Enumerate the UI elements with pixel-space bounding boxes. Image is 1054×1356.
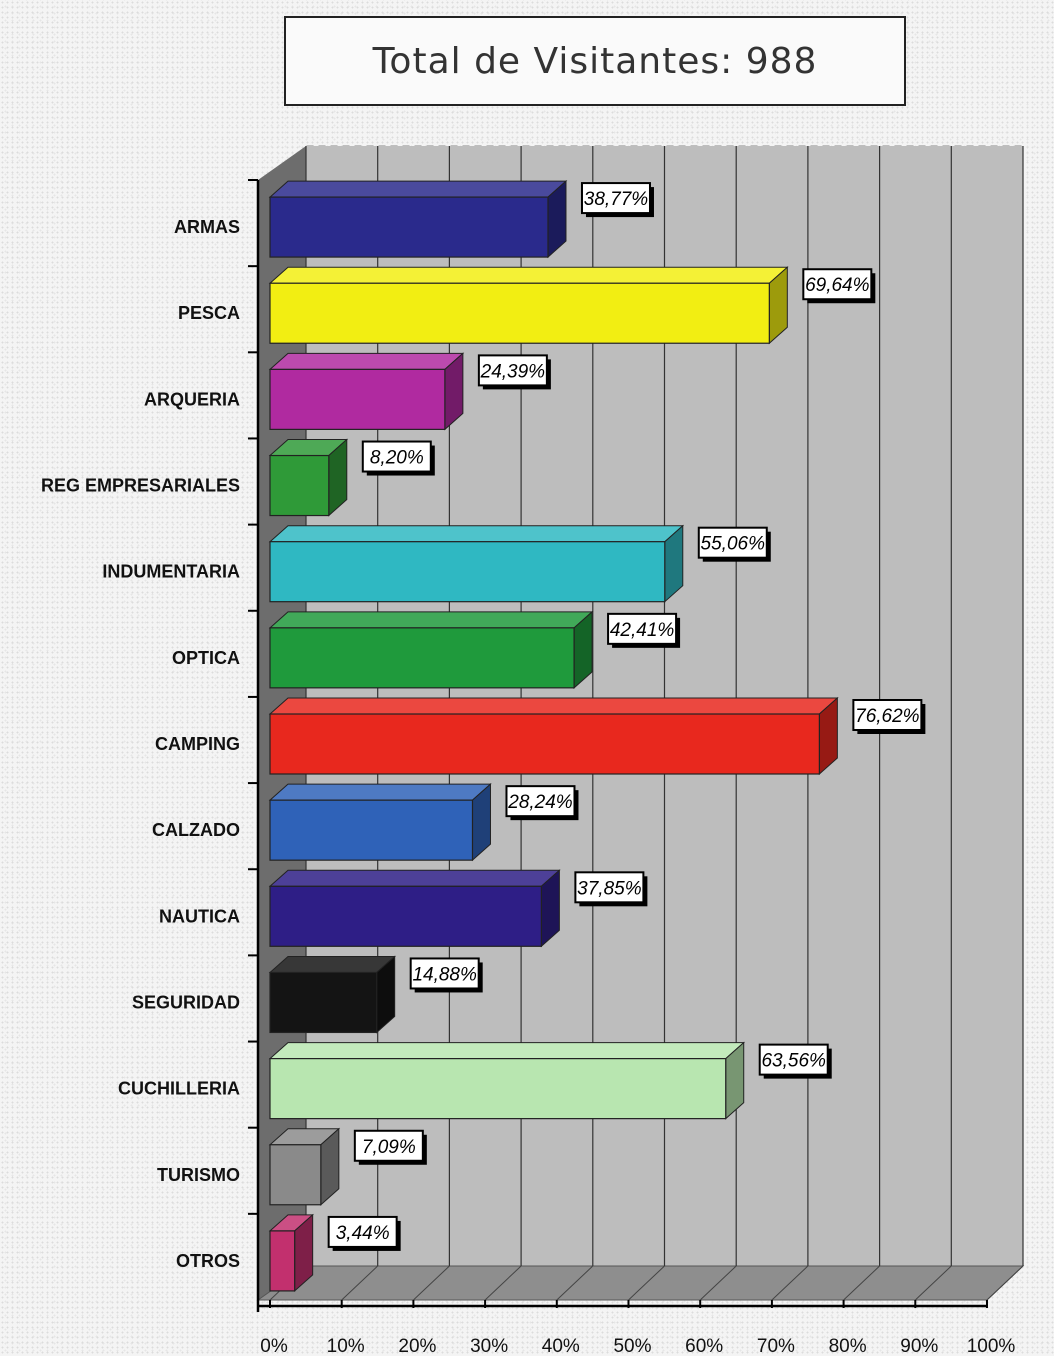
- bar-top-face: [268, 697, 839, 715]
- data-label: 28,24%: [507, 792, 573, 813]
- floor-gridline: [556, 1265, 594, 1301]
- data-label-box: [607, 612, 678, 645]
- x-tick-label: 10%: [327, 1336, 365, 1356]
- floor-gridline: [843, 1265, 880, 1301]
- data-label: 24,39%: [480, 361, 546, 382]
- category-label: OPTICA: [172, 648, 240, 668]
- data-label: 69,64%: [805, 275, 870, 296]
- bar-top-face: [268, 955, 397, 973]
- bar-top-face: [268, 180, 568, 198]
- chart-title-box: Total de Visitantes: 988: [284, 16, 906, 106]
- data-label: 55,06%: [701, 534, 766, 555]
- data-label: 42,41%: [610, 620, 675, 641]
- data-label: 3,44%: [336, 1223, 390, 1244]
- data-label: 14,88%: [412, 964, 477, 985]
- bar: [269, 627, 575, 689]
- x-tick-label: 50%: [613, 1336, 651, 1356]
- category-label: TURISMO: [157, 1165, 240, 1185]
- category-label: NAUTICA: [159, 906, 240, 926]
- floor-gridline: [628, 1265, 665, 1301]
- data-label-box: [758, 1043, 829, 1076]
- bar: [269, 799, 474, 861]
- floor-gridline: [771, 1265, 809, 1301]
- chart-title: Total de Visitantes: 988: [372, 40, 818, 82]
- bar: [269, 196, 549, 258]
- x-tick-label: 40%: [542, 1336, 580, 1356]
- x-tick-label: 0%: [260, 1336, 288, 1356]
- data-label: 76,62%: [855, 706, 920, 727]
- bar-top-face: [268, 869, 561, 887]
- bar: [269, 885, 542, 947]
- category-label: CAMPING: [155, 734, 240, 754]
- floor-gridline: [699, 1265, 737, 1301]
- data-label: 63,56%: [761, 1051, 826, 1072]
- floor-gridline: [986, 1265, 1024, 1301]
- data-label-box: [477, 354, 548, 387]
- category-label: REG EMPRESARIALES: [41, 476, 240, 496]
- bar: [269, 1230, 296, 1292]
- data-label-box: [505, 785, 576, 818]
- data-label: 38,77%: [584, 189, 649, 210]
- data-label-box: [327, 1215, 398, 1248]
- data-label-box: [802, 268, 873, 301]
- category-label: CUCHILLERIA: [118, 1079, 240, 1099]
- bar: [269, 541, 666, 603]
- data-label-box: [574, 871, 645, 904]
- category-label: INDUMENTARIA: [102, 562, 240, 582]
- floor-gridline: [484, 1265, 522, 1301]
- data-label-box: [580, 182, 651, 215]
- data-label-box: [409, 957, 480, 990]
- bar: [269, 1058, 727, 1120]
- floor-gridline: [413, 1265, 450, 1301]
- bar: [269, 368, 446, 430]
- bar-top-face: [268, 783, 492, 801]
- x-tick-label: 70%: [757, 1336, 795, 1356]
- data-label: 8,20%: [370, 448, 424, 469]
- category-label: SEGURIDAD: [132, 992, 240, 1012]
- bar-top-face: [268, 525, 685, 543]
- bar: [269, 454, 330, 517]
- floor-gridline: [914, 1265, 952, 1301]
- bar: [269, 1144, 322, 1206]
- bar-top-face: [268, 266, 789, 284]
- x-tick-label: 100%: [967, 1336, 1016, 1356]
- category-label: CALZADO: [152, 820, 240, 840]
- data-label: 7,09%: [362, 1137, 416, 1158]
- category-label: ARQUERIA: [144, 389, 240, 409]
- data-label: 37,85%: [577, 878, 642, 899]
- x-tick-label: 30%: [470, 1336, 508, 1356]
- data-label-box: [361, 440, 432, 473]
- category-label: OTROS: [176, 1251, 240, 1271]
- x-tick-label: 20%: [398, 1336, 436, 1356]
- bar: [269, 713, 820, 775]
- bar-top-face: [268, 611, 594, 629]
- floor-gridline: [341, 1265, 379, 1301]
- data-label-box: [353, 1129, 424, 1162]
- bar: [269, 971, 378, 1034]
- bar-top-face: [268, 352, 465, 370]
- data-label-box: [852, 699, 923, 731]
- bar-top-face: [268, 1042, 746, 1060]
- bar: [269, 282, 770, 344]
- data-label-box: [697, 526, 768, 559]
- x-tick-label: 80%: [829, 1336, 867, 1356]
- x-tick-label: 90%: [900, 1336, 938, 1356]
- x-tick-label: 60%: [685, 1336, 723, 1356]
- category-label: ARMAS: [174, 217, 240, 237]
- category-label: PESCA: [178, 303, 240, 323]
